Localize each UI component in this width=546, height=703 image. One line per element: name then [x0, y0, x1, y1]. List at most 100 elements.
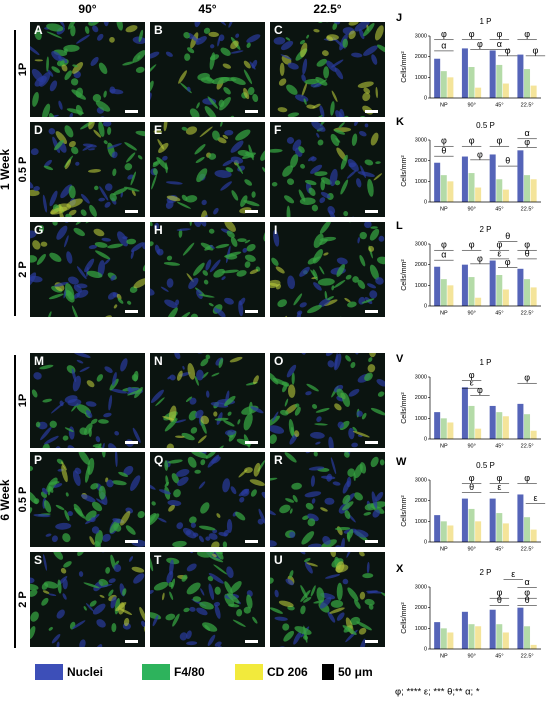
cell: [152, 161, 158, 166]
cell: [204, 105, 217, 117]
cell: [345, 355, 352, 362]
micrograph: [30, 22, 145, 117]
cell: [326, 34, 339, 41]
cell: [104, 183, 113, 191]
micrograph-bg: [270, 353, 385, 448]
cell: [106, 479, 114, 488]
cell: [287, 384, 296, 398]
cell: [277, 107, 288, 113]
cell: [43, 554, 48, 571]
cell: [59, 60, 65, 66]
cell: [357, 237, 361, 244]
cell: [227, 593, 240, 604]
cell: [286, 137, 295, 144]
significance-mark: φ: [524, 373, 530, 383]
cell: [55, 522, 72, 530]
cell: [75, 161, 80, 166]
cell: [363, 22, 375, 37]
cell: [30, 44, 40, 56]
bar: [447, 77, 454, 98]
bar: [434, 622, 441, 649]
cell: [91, 501, 103, 512]
cell: [75, 87, 84, 98]
cell: [340, 179, 349, 195]
x-tick-label: 45°: [495, 310, 503, 316]
cell: [306, 34, 310, 39]
cell: [48, 128, 56, 135]
cell: [51, 535, 58, 543]
cell: [150, 482, 156, 490]
cell: [307, 257, 317, 265]
cell: [88, 244, 97, 250]
cell: [90, 517, 96, 523]
cell: [376, 256, 385, 265]
scale-bar: [365, 310, 378, 313]
significance-mark: φ: [524, 588, 530, 598]
significance-mark: φ: [469, 29, 475, 39]
cell: [304, 179, 317, 186]
cell: [200, 358, 209, 367]
cell: [311, 498, 316, 504]
cell: [260, 147, 265, 161]
column-header: 90°: [78, 2, 96, 16]
cell: [311, 204, 319, 212]
cell: [344, 297, 351, 303]
y-tick-label: 3000: [415, 374, 427, 380]
cell: [275, 266, 285, 274]
significance-mark: α: [525, 577, 530, 587]
cell: [270, 372, 279, 385]
bar: [530, 644, 537, 649]
cell: [208, 583, 215, 600]
cell: [95, 436, 101, 443]
cell: [137, 155, 143, 160]
cell: [334, 545, 343, 547]
bar: [440, 628, 447, 649]
bar: [530, 430, 537, 439]
cell: [244, 179, 253, 186]
cell: [181, 574, 188, 582]
cell: [42, 443, 50, 448]
cell: [381, 592, 385, 600]
cell: [163, 261, 181, 266]
cell: [213, 564, 228, 575]
panel-letter: O: [274, 354, 283, 368]
cell: [30, 255, 38, 263]
panel-letter: U: [274, 553, 283, 567]
bar: [496, 412, 503, 439]
cell: [165, 181, 183, 185]
cell: [70, 25, 76, 37]
cell: [64, 427, 74, 432]
cell: [56, 609, 65, 619]
cell: [236, 609, 243, 617]
cell: [230, 40, 239, 50]
x-tick-label: 22.5°: [521, 546, 534, 552]
cell: [120, 510, 131, 526]
cell: [195, 321, 210, 338]
cell: [313, 233, 324, 249]
cell: [135, 66, 145, 73]
cell: [288, 418, 295, 437]
cell: [99, 186, 109, 201]
significance-mark: ε: [533, 493, 537, 503]
significance-mark: ε: [497, 482, 501, 492]
cell: [104, 315, 112, 317]
cell: [333, 129, 346, 135]
cell: [344, 510, 351, 520]
cell: [328, 436, 334, 448]
cell: [207, 454, 220, 468]
cell: [214, 22, 227, 26]
cell: [150, 589, 154, 595]
x-tick-label: 90°: [467, 102, 475, 108]
cell: [51, 51, 62, 62]
cell: [160, 286, 169, 292]
cell: [334, 403, 342, 411]
cell: [300, 163, 306, 169]
bar: [461, 48, 468, 98]
cell: [327, 205, 336, 215]
cell: [354, 22, 370, 32]
bar: [489, 405, 496, 439]
cell: [351, 442, 358, 448]
y-tick-label: 2000: [415, 158, 427, 164]
cell: [222, 134, 229, 139]
cell: [92, 443, 102, 448]
